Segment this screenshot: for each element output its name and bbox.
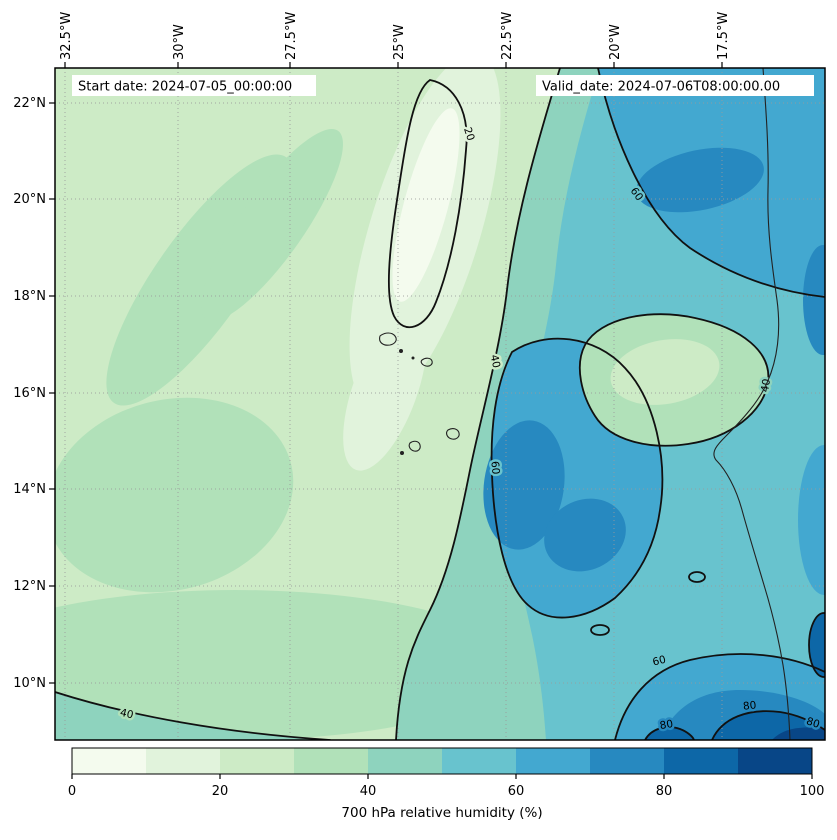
y-tick-label: 16°N [13, 386, 46, 401]
colorbar-segment [72, 748, 146, 774]
colorbar-tick-label: 100 [800, 784, 825, 799]
colorbar-segment [664, 748, 738, 774]
colorbar-segment [220, 748, 294, 774]
africa-coastline [713, 68, 791, 740]
y-tick-label: 22°N [13, 96, 46, 111]
cape-verde-island [379, 332, 397, 346]
fill-rh-70-80 [544, 498, 626, 572]
cape-verde-island [408, 440, 421, 452]
contour-line-40 [395, 68, 561, 740]
cape-verde-island [400, 451, 404, 455]
contour-line-40 [578, 313, 770, 447]
map-area [55, 68, 825, 740]
fill-rh-90-100 [772, 727, 825, 740]
fill-rh-80-90 [809, 613, 825, 677]
fill-rh-10-20 [343, 309, 427, 471]
colorbar-tick-labels: 0 20 40 60 80 100 [68, 784, 825, 799]
contour-label-80: 80 [659, 718, 674, 732]
contour-line-60 [614, 653, 825, 740]
x-tick-label: 25°W [392, 24, 407, 60]
contour-line-60 [597, 68, 825, 298]
cape-verde-island [420, 357, 433, 367]
fill-rh-30-40 [55, 397, 294, 593]
colorbar-segment [442, 748, 516, 774]
fill-rh-30-40 [201, 129, 343, 321]
fill-rh-0-10 [392, 108, 460, 302]
fill-rh-40-50 [55, 692, 330, 740]
contour-line-small [590, 624, 610, 636]
cape-verde-island [411, 356, 415, 360]
contour-line-80 [711, 710, 825, 740]
fill-rh-20-30-island-core [610, 339, 720, 405]
cape-verde-island [446, 428, 460, 440]
colorbar-tick-label: 80 [656, 784, 673, 799]
colorbar-tick-label: 60 [508, 784, 525, 799]
contour-line-small [688, 571, 706, 583]
colorbar-tick-label: 40 [360, 784, 377, 799]
colorbar-tick-label: 20 [212, 784, 229, 799]
contour-line-60 [490, 337, 664, 619]
x-axis-labels: 32.5°W 30°W 27.5°W 25°W 22.5°W 20°W 17.5… [59, 12, 731, 60]
x-tick-label: 30°W [172, 24, 187, 60]
contour-lines: 20 40 40 40 60 60 60 80 80 80 [55, 68, 825, 740]
colorbar-tick-label: 0 [68, 784, 76, 799]
colorbar-frame [71, 747, 813, 775]
contour-label-40: 40 [488, 354, 503, 370]
fill-rh-70-80 [483, 420, 565, 550]
valid-date-text: Valid_date: 2024-07-06T08:00:00.00 [542, 80, 780, 95]
colorbar-segment [294, 748, 368, 774]
start-date-text: Start date: 2024-07-05_00:00:00 [78, 80, 292, 95]
y-axis-labels: 22°N 20°N 18°N 16°N 14°N 12°N 10°N [13, 96, 46, 691]
x-tick-label: 27.5°W [284, 12, 299, 60]
fill-rh-70-80 [636, 147, 764, 213]
y-tick-label: 18°N [13, 289, 46, 304]
colorbar-segment [368, 748, 442, 774]
colorbar-ticks [71, 774, 813, 779]
y-tick-label: 14°N [13, 482, 46, 497]
x-tick-label: 17.5°W [716, 12, 731, 60]
colorbar-segment [146, 748, 220, 774]
gridlines [55, 68, 825, 740]
y-axis-left [49, 102, 55, 684]
fill-rh-60-70 [798, 445, 825, 595]
x-tick-label: 20°W [608, 24, 623, 60]
colorbar-label: 700 hPa relative humidity (%) [341, 805, 542, 821]
colorbar-segment [516, 748, 590, 774]
contour-line-80 [644, 726, 695, 740]
contour-line-80 [808, 612, 825, 678]
fill-rh-70-80 [803, 245, 825, 355]
start-date-box [72, 75, 316, 96]
x-tick-label: 22.5°W [500, 12, 515, 60]
annotations: Start date: 2024-07-05_00:00:00 Valid_da… [72, 75, 814, 96]
contour-label-80: 80 [742, 699, 757, 712]
y-tick-label: 10°N [13, 676, 46, 691]
colorbar: 0 20 40 60 80 100 700 hPa relative humid… [68, 747, 825, 821]
contour-label-60: 60 [488, 461, 501, 475]
contour-label-40: 40 [119, 707, 135, 722]
valid-date-box [536, 75, 814, 96]
colorbar-segment [590, 748, 664, 774]
colorbar-segment [738, 748, 812, 774]
contour-line-20 [388, 79, 468, 328]
coastlines [379, 68, 791, 740]
y-tick-label: 12°N [13, 579, 46, 594]
contour-line-40 [55, 691, 331, 740]
x-axis-top [64, 62, 723, 68]
x-tick-label: 32.5°W [59, 12, 74, 60]
map-frame [54, 67, 826, 741]
y-tick-label: 20°N [13, 192, 46, 207]
cape-verde-island [399, 349, 403, 353]
